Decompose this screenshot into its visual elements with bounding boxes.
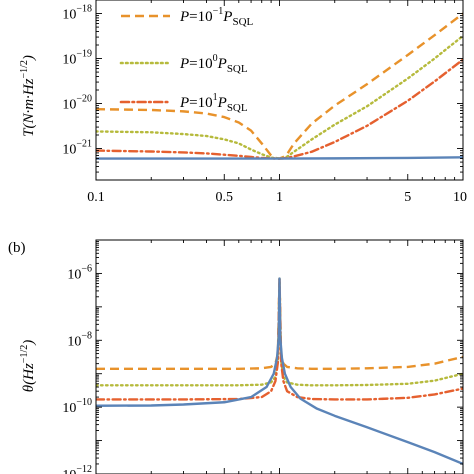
panel-b-frame [95, 239, 464, 474]
legend-label-dotted: P=100PSQL [179, 53, 248, 75]
panel-b-series-solid-line [96, 277, 463, 466]
legend-entry-dotted: P=100PSQL [119, 53, 248, 75]
panel-a-y-tick-label: 10−20 [62, 94, 92, 113]
panel-a-ticks: 10−21 10−20 10−19 10−18 0.1 0.5 1 5 10 [62, 0, 467, 205]
legend-label-dashdot: P=101PSQL [179, 92, 248, 114]
legend-entry-dashdot: P=101PSQL [119, 92, 248, 114]
panel-b-y-tick-label: 10−10 [62, 397, 92, 416]
panel-a-y-tick-label: 10−19 [62, 49, 92, 68]
panel-b-series-dashed-line [96, 277, 463, 371]
panel-a-series [96, 12, 463, 160]
legend-entry-dashed: P=10−1PSQL [121, 6, 254, 28]
panel-b-y-tick-label: 10−8 [67, 330, 92, 349]
panel-b: (b) 10−12 10−10 10−8 10−6 θ(Hz−1/2) [8, 239, 464, 474]
panel-b-series-dashdot-line [96, 277, 463, 401]
panel-b-y-tick-label: 10−12 [62, 464, 92, 474]
panel-a-series-dashdot-line [96, 58, 463, 160]
panel-a-y-tick-label: 10−21 [62, 139, 92, 158]
panel-a-y-tick-label: 10−18 [62, 4, 92, 23]
panel-b-ticks: 10−12 10−10 10−8 10−6 [62, 239, 464, 474]
panel-a-x-tick-label: 0.5 [216, 190, 234, 205]
panel-a-x-tick-label: 1 [276, 190, 283, 205]
panel-b-y-tick-label: 10−6 [67, 263, 92, 282]
panel-a: 10−21 10−20 10−19 10−18 0.1 0.5 1 5 10 T(N·m·Hz−… [19, 0, 467, 205]
panel-b-series [96, 277, 463, 466]
panel-a-series-dashed-line [96, 12, 463, 160]
panel-a-y-axis-label: T(N·m·Hz−1/2) [19, 55, 37, 137]
panel-b-y-axis-label: θ(Hz−1/2) [19, 340, 37, 392]
panel-a-frame [95, 0, 464, 181]
panel-a-x-tick-label: 0.1 [87, 190, 105, 205]
panel-a-x-tick-label: 5 [404, 190, 411, 205]
panel-b-label: (b) [8, 240, 26, 256]
panel-a-x-tick-label: 10 [453, 190, 467, 205]
panel-a-series-solid-line [96, 156, 463, 160]
panel-a-legend: P=10−1PSQL P=100PSQL P=101PSQL [119, 6, 254, 114]
legend-label-dashed: P=10−1PSQL [179, 6, 254, 28]
